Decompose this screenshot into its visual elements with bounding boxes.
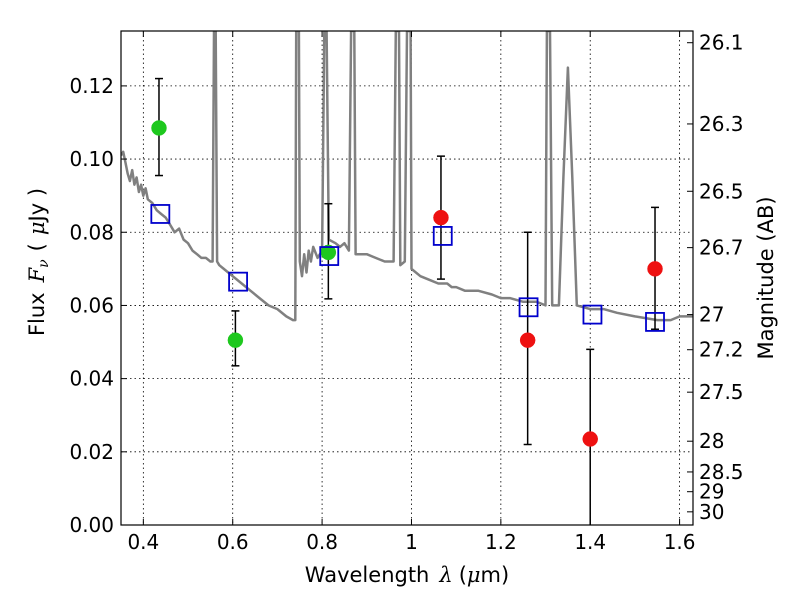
y2-axis-label: Magnitude (AB) [754, 196, 778, 359]
y-label-unit-rest: Jy ) [25, 188, 49, 224]
x-tick-label: 0.6 [217, 530, 249, 554]
data-point [582, 431, 598, 447]
x-tick-label: 0.4 [127, 530, 159, 554]
data-point [151, 120, 167, 136]
y2-tick-label: 28.5 [699, 460, 744, 484]
x-tick-label: 1.4 [574, 530, 606, 554]
model-photometry-point [228, 271, 248, 292]
data-point [519, 332, 536, 348]
data-point [647, 261, 663, 277]
x-label-unit-open: ( [459, 563, 467, 587]
y-tick-label: 0.10 [69, 147, 114, 171]
x-label-symbol: λ [438, 563, 452, 587]
y-axis-label: Flux Fν ( μJy ) [25, 188, 52, 336]
y-label-prefix: Flux [25, 292, 49, 336]
y-tick-label: 0.06 [69, 293, 114, 317]
y-tick-label: 0.08 [69, 220, 114, 244]
model-photometry-point [645, 312, 665, 332]
y2-tick-label: 26.3 [699, 112, 744, 136]
x-label-unit-rest: m) [481, 563, 510, 587]
plot-frame [120, 30, 694, 526]
y2-tick-label: 26.1 [699, 31, 744, 55]
y-tick-label: 0.00 [69, 513, 114, 537]
y-label-unit-open: ( [25, 243, 49, 251]
y2-tick-label: 27.2 [699, 338, 744, 362]
x-tick-label: 1 [405, 530, 418, 554]
y-label-unit-mu: μ [25, 221, 49, 235]
y-label-symbol: F [25, 266, 49, 283]
y2-tick-label: 28 [699, 429, 724, 453]
x-tick-label: 1.2 [485, 530, 517, 554]
y-label-subscript: ν [36, 259, 52, 268]
y2-tick-label: 27.5 [699, 380, 744, 404]
data-point [433, 209, 449, 226]
model-photometry-point [582, 304, 603, 325]
x-axis-label: Wavelength λ (μm) [305, 563, 509, 587]
model-photometry-point [432, 226, 453, 246]
x-label-unit-mu: μ [467, 563, 481, 587]
y-tick-label: 0.04 [69, 367, 114, 391]
y-tick-label: 0.12 [69, 74, 114, 98]
y2-tick-label: 27 [699, 303, 724, 327]
model-photometry-point [319, 246, 340, 266]
x-tick-label: 1.6 [664, 530, 696, 554]
model-photometry-point [518, 297, 539, 318]
y2-tick-label: 30 [699, 500, 724, 524]
model-photometry-point [150, 204, 171, 224]
y2-tick-label: 29 [699, 480, 724, 504]
data-point [227, 332, 244, 348]
x-tick-label: 0.8 [306, 530, 338, 554]
y2-tick-label: 26.5 [699, 179, 744, 203]
y-tick-label: 0.02 [69, 440, 114, 464]
x-label-prefix: Wavelength [305, 563, 430, 587]
y2-tick-label: 26.7 [699, 236, 744, 260]
model-sed-line [121, 31, 693, 322]
